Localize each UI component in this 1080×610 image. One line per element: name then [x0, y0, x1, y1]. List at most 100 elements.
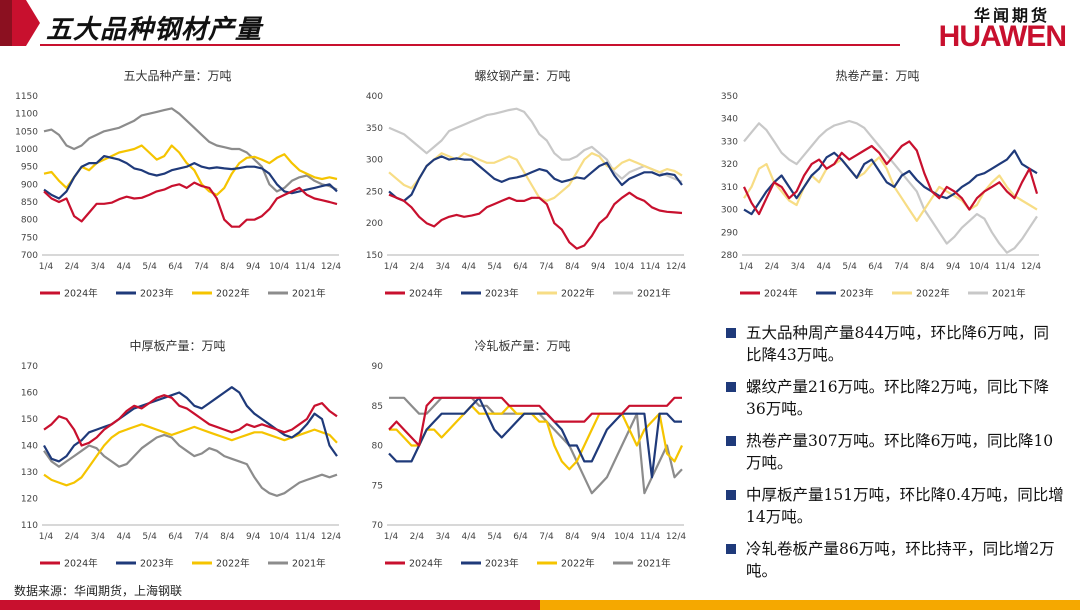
y-tick-label: 1150: [15, 92, 38, 102]
x-tick-label: 9/4: [946, 262, 961, 272]
y-tick-label: 1050: [15, 127, 38, 137]
page-title: 五大品种钢材产量: [46, 15, 263, 45]
x-tick-label: 11/4: [995, 262, 1015, 272]
x-tick-label: 9/4: [246, 532, 261, 542]
logo-english-text: HUAWEN: [938, 20, 1067, 53]
x-tick-label: 7/4: [194, 262, 209, 272]
x-tick-label: 11/4: [295, 532, 315, 542]
x-tick-label: 4/4: [116, 532, 131, 542]
legend-label: 2021年: [637, 288, 671, 300]
chart-hot-rolled-coil: 热卷产量：万吨 280 290 300 310 320 330 340 350 1/4 2/4 3/4…: [710, 62, 1045, 307]
x-tick-label: 7/4: [894, 262, 909, 272]
chart-title: 螺纹钢产量：万吨: [474, 69, 570, 83]
x-tick-label: 10/4: [269, 532, 289, 542]
x-tick-label: 3/4: [791, 262, 806, 272]
y-tick-label: 340: [721, 115, 738, 125]
x-tick-label: 3/4: [91, 262, 106, 272]
y-tick-label: 350: [721, 92, 738, 102]
y-tick-label: 150: [366, 251, 383, 261]
note-item: 中厚板产量151万吨，环比降0.4万吨，同比增14万吨。: [724, 484, 1064, 528]
y-tick-label: 850: [21, 198, 38, 208]
legend-label: 2024年: [409, 558, 443, 570]
x-tick-label: 4/4: [461, 262, 476, 272]
legend-label: 2023年: [140, 288, 174, 300]
square-bullet-icon: [726, 490, 736, 500]
note-item: 五大品种周产量844万吨，环比降6万吨，同比降43万吨。: [724, 322, 1064, 366]
legend-label: 2024年: [64, 558, 98, 570]
x-tick-label: 11/4: [295, 262, 315, 272]
note-item: 螺纹产量216万吨。环比降2万吨，同比下降36万吨。: [724, 376, 1064, 420]
y-tick-label: 330: [721, 137, 738, 147]
x-tick-label: 11/4: [640, 532, 660, 542]
y-tick-label: 1000: [15, 145, 38, 155]
chart-cold-rolled-plate: 冷轧板产量：万吨 70 75 80 85 90 1/4 2/4 3/4 4/4 5/4 6/4 7/4 8…: [355, 332, 690, 577]
chart-medium-thick-plate: 中厚板产量：万吨 110 120 130 140 150 160 170 1/4 2/4 3/4 4/…: [10, 332, 345, 577]
series-line-2022: [743, 156, 1038, 222]
y-tick-label: 70: [372, 521, 384, 531]
y-tick-label: 1100: [15, 110, 38, 120]
chart-title: 五大品种产量：万吨: [123, 69, 231, 83]
legend-label: 2022年: [561, 558, 595, 570]
x-tick-label: 11/4: [640, 262, 660, 272]
y-tick-label: 300: [721, 206, 738, 216]
legend-label: 2023年: [485, 288, 519, 300]
legend-label: 2023年: [140, 558, 174, 570]
x-tick-label: 1/4: [39, 532, 54, 542]
legend-label: 2023年: [485, 558, 519, 570]
x-tick-label: 10/4: [269, 262, 289, 272]
x-tick-label: 10/4: [969, 262, 989, 272]
square-bullet-icon: [726, 544, 736, 554]
chart-title: 冷轧板产量：万吨: [474, 339, 570, 353]
x-tick-label: 8/4: [565, 532, 580, 542]
chart-rebar: 螺纹钢产量：万吨 150 200 250 300 350 400 1/4 2/4 3/4 4/4 5/…: [355, 62, 690, 307]
series-line-2022: [43, 144, 338, 196]
x-tick-label: 1/4: [384, 532, 399, 542]
x-tick-label: 6/4: [868, 262, 883, 272]
series-line-2023: [43, 386, 338, 463]
y-tick-label: 140: [21, 442, 38, 452]
x-tick-label: 2/4: [65, 532, 80, 542]
data-source: 数据来源：华闻期货，上海钢联: [14, 584, 183, 598]
legend-label: 2024年: [64, 288, 98, 300]
x-tick-label: 1/4: [39, 262, 54, 272]
y-tick-label: 90: [372, 362, 384, 372]
square-bullet-icon: [726, 436, 736, 446]
x-tick-label: 7/4: [539, 262, 554, 272]
x-tick-label: 3/4: [436, 262, 451, 272]
y-tick-label: 300: [366, 156, 383, 166]
legend-label: 2023年: [840, 288, 874, 300]
y-tick-label: 310: [721, 183, 738, 193]
y-tick-label: 150: [21, 415, 38, 425]
chart-svg: 冷轧板产量：万吨 70 75 80 85 90 1/4 2/4 3/4 4/4 5/4 6/4 7/4 8…: [372, 339, 687, 570]
y-tick-label: 900: [21, 180, 38, 190]
series-line-2022: [388, 152, 683, 202]
legend-label: 2024年: [409, 288, 443, 300]
x-tick-label: 8/4: [220, 262, 235, 272]
x-tick-label: 9/4: [591, 532, 606, 542]
series-line-2021: [43, 433, 338, 497]
series-line-2022: [389, 404, 683, 471]
y-tick-label: 750: [21, 233, 38, 243]
legend-label: 2022年: [916, 288, 950, 300]
legend-label: 2021年: [992, 288, 1026, 300]
y-tick-label: 130: [21, 468, 38, 478]
x-tick-label: 9/4: [246, 262, 261, 272]
x-tick-label: 2/4: [65, 262, 80, 272]
series-line-2023: [743, 149, 1038, 216]
x-tick-label: 5/4: [487, 262, 502, 272]
x-tick-label: 3/4: [91, 532, 106, 542]
y-tick-label: 950: [21, 163, 38, 173]
y-tick-label: 75: [372, 481, 383, 491]
x-tick-label: 7/4: [194, 532, 209, 542]
legend-label: 2022年: [561, 288, 595, 300]
x-tick-label: 4/4: [116, 262, 131, 272]
chart-svg: 螺纹钢产量：万吨 150 200 250 300 350 400 1/4 2/4 3/4 4/4 5/…: [366, 69, 687, 300]
y-tick-label: 290: [721, 228, 738, 238]
chart-title: 中厚板产量：万吨: [129, 338, 225, 353]
header-underline: [40, 44, 900, 46]
x-tick-label: 5/4: [842, 262, 857, 272]
legend-label: 2022年: [216, 558, 250, 570]
x-tick-label: 6/4: [168, 262, 183, 272]
x-tick-label: 2/4: [410, 532, 425, 542]
y-tick-label: 85: [372, 402, 383, 412]
